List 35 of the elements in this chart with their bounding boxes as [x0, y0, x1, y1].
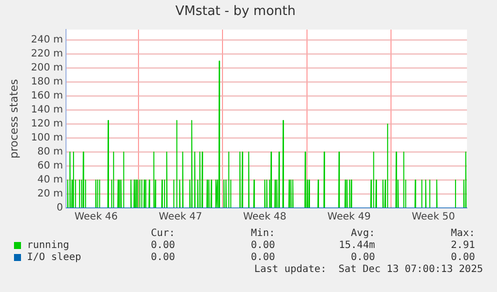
x-tick-label: Week 49	[327, 212, 371, 223]
text: Max:	[450, 228, 475, 239]
x-tick-label: Week 50	[412, 212, 456, 223]
y-tick-label: 20 m	[37, 188, 63, 200]
text: Cur:	[150, 228, 175, 239]
text: 0.00	[150, 240, 175, 251]
y-tick-label: 100 m	[30, 132, 63, 144]
y-tick-label: 200 m	[30, 62, 63, 74]
text: 0.00	[250, 240, 275, 251]
text: 0.00	[450, 252, 475, 263]
y-tick-label: 180 m	[30, 76, 63, 88]
text: 2.91	[450, 240, 475, 251]
x-tick-label: Week 48	[243, 212, 286, 223]
y-tick-label: 220 m	[30, 48, 63, 60]
y-tick-label: 240 m	[30, 34, 63, 46]
text: 0.00	[150, 252, 175, 263]
y-axis-title: process states	[7, 78, 20, 158]
x-tick-label: Week 46	[74, 212, 118, 223]
text: 0.00	[250, 252, 275, 263]
text: Min:	[250, 228, 275, 239]
legend-label: I/O sleep	[27, 252, 82, 263]
y-tick-label: 0	[56, 202, 63, 214]
x-tick-label: Week 47	[158, 212, 202, 223]
y-tick-label: 140 m	[30, 104, 63, 116]
y-tick-label: 120 m	[30, 118, 63, 130]
chart-title: VMstat - by month	[175, 4, 296, 20]
y-tick-label: 80 m	[37, 146, 63, 158]
text: 15.44m	[338, 240, 375, 251]
y-tick-label: 160 m	[30, 90, 63, 102]
text: 0.00	[350, 252, 375, 263]
text: Last update: Sat Dec 13 07:00:13 2025	[254, 264, 483, 275]
y-tick-label: 40 m	[37, 174, 63, 186]
y-tick-label: 60 m	[37, 160, 63, 172]
legend-label: running	[27, 240, 70, 251]
text: Avg:	[350, 228, 375, 239]
